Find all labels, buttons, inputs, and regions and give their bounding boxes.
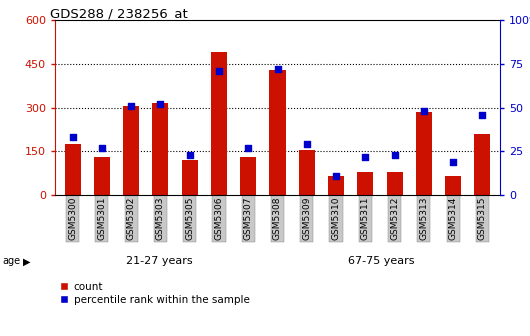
Point <box>332 173 340 178</box>
Legend: count, percentile rank within the sample: count, percentile rank within the sample <box>60 282 250 305</box>
Point <box>244 145 252 151</box>
Text: ▶: ▶ <box>23 256 31 266</box>
Point <box>273 66 282 72</box>
Point <box>391 152 399 158</box>
Bar <box>65 144 81 195</box>
Point <box>98 145 106 151</box>
Text: age: age <box>3 256 21 266</box>
Bar <box>445 176 461 195</box>
Bar <box>211 52 227 195</box>
Point <box>156 101 165 107</box>
Bar <box>357 172 373 195</box>
Point <box>303 141 311 147</box>
Point <box>420 108 428 114</box>
Bar <box>152 103 169 195</box>
Text: 67-75 years: 67-75 years <box>348 256 414 266</box>
Point <box>215 68 223 74</box>
Point <box>68 134 77 140</box>
Bar <box>386 172 403 195</box>
Bar <box>240 157 257 195</box>
Text: 21-27 years: 21-27 years <box>126 256 192 266</box>
Point <box>478 112 487 117</box>
Bar <box>416 112 432 195</box>
Bar <box>299 150 315 195</box>
Bar <box>182 160 198 195</box>
Text: GDS288 / 238256_at: GDS288 / 238256_at <box>50 7 188 20</box>
Point <box>449 159 457 164</box>
Point <box>127 103 135 109</box>
Bar <box>94 157 110 195</box>
Bar <box>474 134 490 195</box>
Bar <box>328 176 344 195</box>
Bar <box>123 106 139 195</box>
Point <box>361 154 369 159</box>
Bar <box>269 70 286 195</box>
Point <box>186 152 194 158</box>
